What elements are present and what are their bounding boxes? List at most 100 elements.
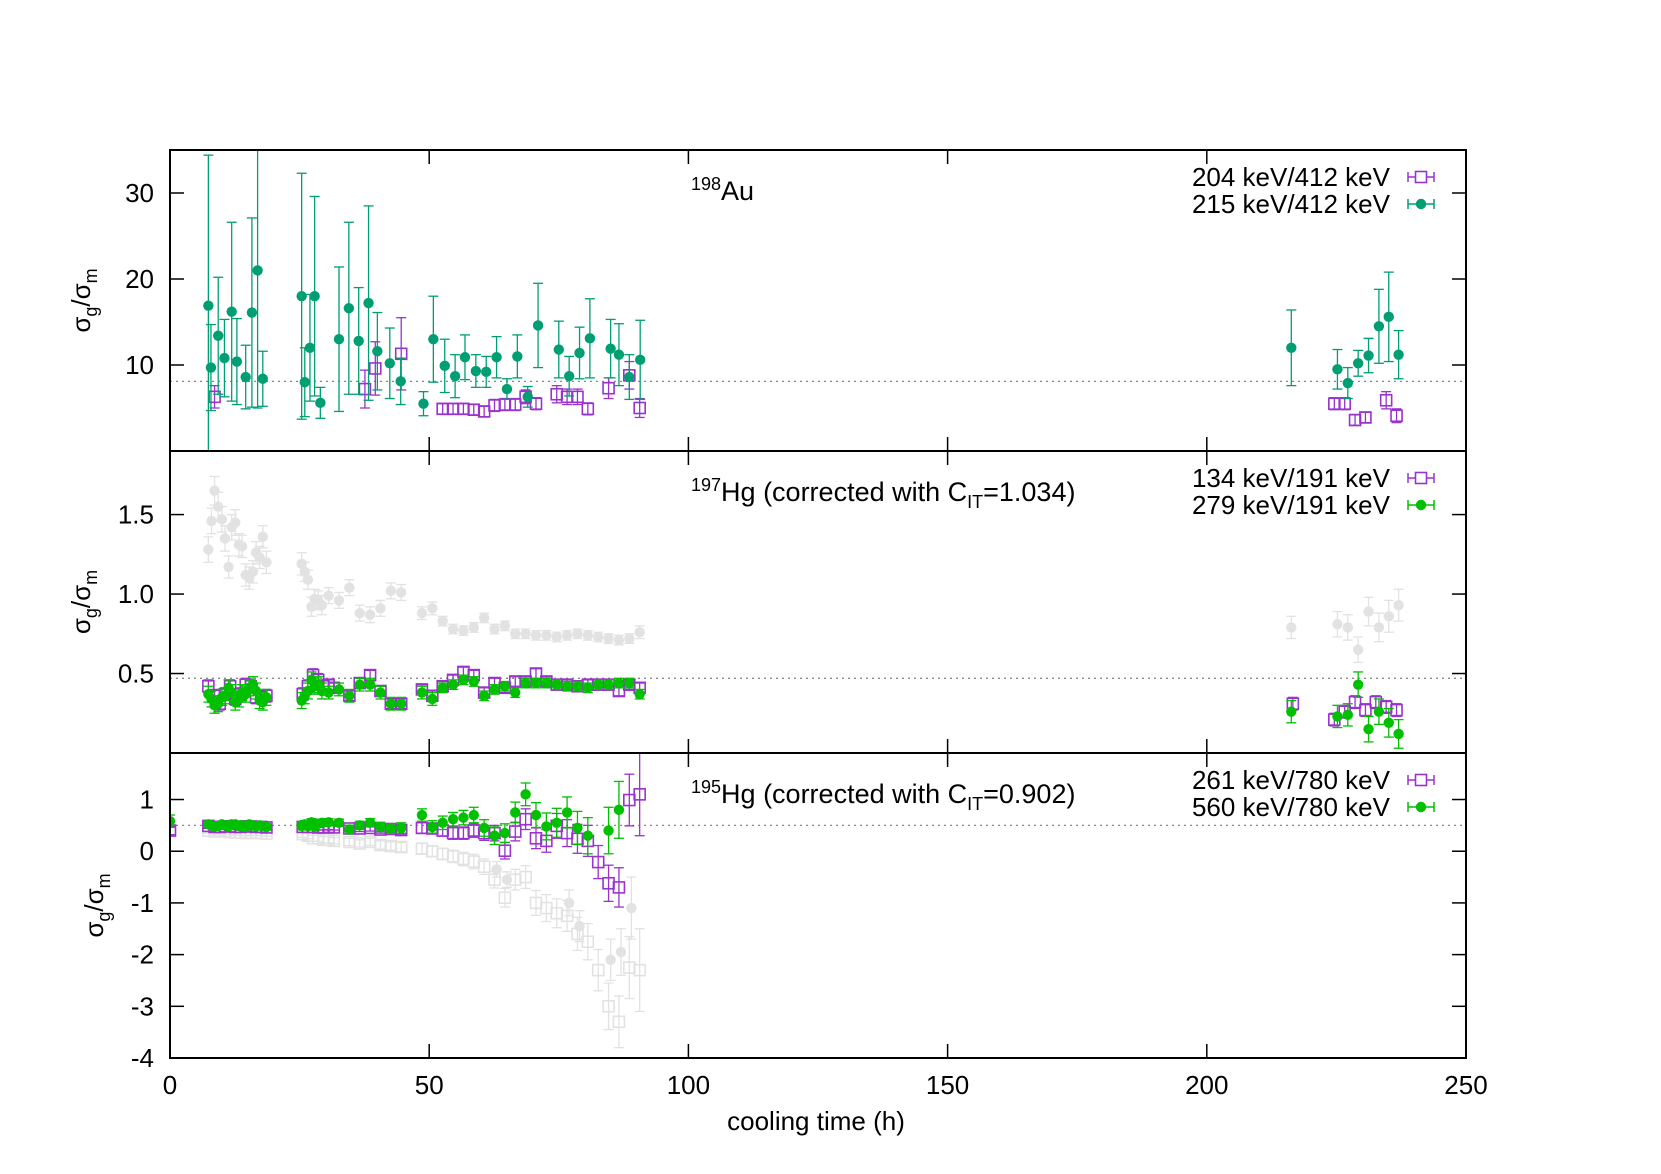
data-point [333, 334, 345, 345]
background-series-1 [203, 475, 1404, 664]
data-point [231, 356, 243, 367]
data-point [478, 822, 490, 834]
data-point [530, 809, 542, 821]
x-axis-label: cooling time (h) [727, 1106, 905, 1136]
y-axis-label: σg/σm [79, 873, 114, 937]
data-point [358, 382, 372, 396]
data-point [458, 625, 469, 636]
data-point [333, 595, 345, 606]
data-point [354, 820, 365, 831]
x-tick-label: 100 [667, 1070, 710, 1100]
data-point [491, 352, 502, 363]
legend-label: 215 keV/412 keV [1192, 189, 1391, 219]
data-point [477, 860, 491, 874]
data-point [459, 352, 471, 363]
y-tick-label: -4 [131, 1043, 154, 1073]
data-point [437, 682, 448, 694]
data-point [501, 874, 513, 885]
data-point [498, 844, 512, 858]
data-point [213, 330, 224, 341]
data-point [1332, 364, 1343, 375]
data-point [223, 561, 234, 573]
data-point [489, 830, 500, 841]
data-point [468, 809, 479, 821]
data-point [257, 373, 268, 384]
data-point [458, 674, 469, 686]
data-point [530, 630, 542, 641]
data-point [385, 585, 397, 597]
data-point [481, 366, 492, 378]
legend-label: 261 keV/780 keV [1192, 765, 1391, 795]
legend-marker [1415, 801, 1427, 813]
data-point [447, 813, 459, 825]
data-point [364, 817, 376, 828]
data-point [385, 698, 397, 709]
data-point [1286, 706, 1297, 717]
data-point [522, 391, 533, 403]
data-point [603, 679, 614, 690]
data-point [551, 817, 562, 828]
y-tick-label: 10 [125, 350, 154, 380]
data-point [468, 676, 479, 687]
data-point [468, 622, 479, 633]
legend-marker [1414, 471, 1428, 485]
y-axis-label: σg/σm [66, 570, 101, 634]
data-point [602, 1000, 615, 1013]
data-point [1286, 622, 1297, 633]
data-point [591, 855, 605, 869]
data-point [1373, 622, 1385, 633]
data-point [592, 679, 604, 690]
data-point [323, 687, 334, 698]
data-point [240, 371, 251, 383]
y-tick-label: 0 [140, 836, 154, 866]
data-point [344, 582, 355, 593]
data-point [372, 346, 383, 357]
data-point [384, 358, 396, 369]
data-point [368, 362, 382, 375]
data-point [1383, 717, 1394, 728]
data-point [1363, 606, 1374, 617]
data-point [354, 607, 365, 619]
data-point [501, 383, 513, 395]
data-point [634, 688, 645, 700]
data-point [574, 347, 585, 359]
data-point [572, 681, 583, 692]
y-tick-label: 1.5 [118, 500, 154, 530]
data-point [354, 679, 365, 690]
legend-marker [1414, 773, 1428, 787]
data-point [488, 873, 501, 886]
data-point [626, 902, 637, 914]
data-point [634, 627, 645, 638]
data-point [612, 881, 626, 894]
data-point [216, 514, 228, 525]
data-point [261, 692, 272, 703]
data-point [572, 628, 583, 639]
legend-label: 134 keV/191 keV [1192, 463, 1391, 493]
series-2 [203, 150, 1404, 451]
data-point [439, 360, 450, 372]
data-point [582, 682, 594, 694]
data-point [333, 817, 345, 828]
data-point [582, 830, 594, 841]
data-point [375, 687, 386, 698]
data-point [499, 827, 511, 839]
data-point [551, 631, 562, 643]
data-point [563, 370, 575, 382]
data-point [489, 623, 500, 635]
data-point [364, 679, 376, 690]
data-point [1332, 619, 1343, 630]
data-point [613, 634, 625, 646]
legend-marker [1415, 499, 1427, 511]
data-point [1393, 728, 1404, 740]
y-tick-label: -1 [131, 888, 154, 918]
data-point [605, 343, 616, 354]
data-point [519, 870, 532, 884]
data-point [257, 531, 268, 543]
data-point [447, 679, 459, 690]
data-point [447, 623, 459, 635]
legend-label: 279 keV/191 keV [1192, 490, 1391, 520]
data-point [584, 333, 596, 344]
data-point [563, 897, 575, 909]
data-point [302, 574, 314, 585]
data-point [246, 307, 258, 318]
